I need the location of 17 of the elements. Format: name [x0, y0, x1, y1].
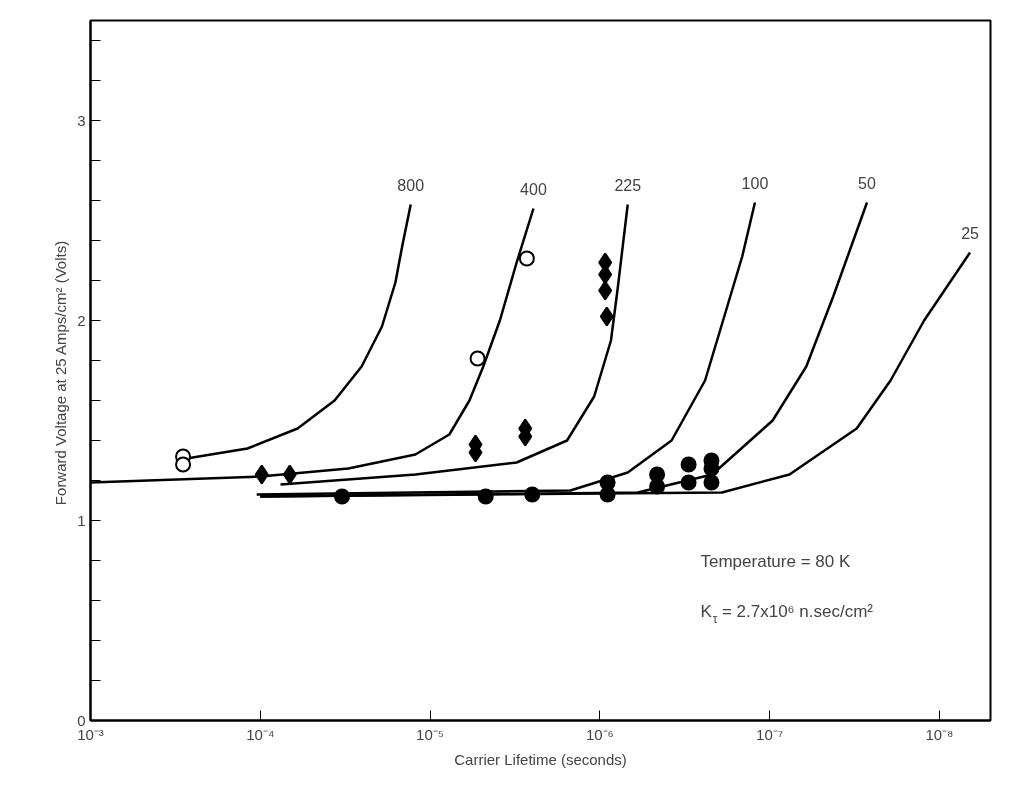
x-tick-label: 10⁻⁸ [925, 725, 954, 743]
series-label: 25 [961, 224, 980, 242]
series-label: 800 [397, 176, 425, 194]
y-axis-title: Forward Voltage at 25 Amps/cm² (Volts) [52, 240, 70, 506]
annotation: Temperature = 80 K [700, 551, 851, 571]
y-tick-label: 2 [77, 311, 86, 329]
series-label: 225 [614, 176, 642, 194]
y-tick-label: 1 [77, 511, 86, 529]
y-tick-label: 3 [77, 111, 86, 129]
x-tick-label: 10⁻⁵ [416, 725, 445, 743]
x-tick-label: 10⁻⁶ [585, 725, 614, 743]
series-label: 400 [520, 180, 547, 198]
series-label: 100 [741, 174, 769, 192]
x-tick-label: 10⁻⁴ [246, 725, 275, 743]
series-label: 50 [858, 174, 876, 192]
x-axis-title: Carrier Lifetime (seconds) [454, 750, 627, 768]
x-tick-label: 10⁻⁷ [756, 725, 784, 743]
